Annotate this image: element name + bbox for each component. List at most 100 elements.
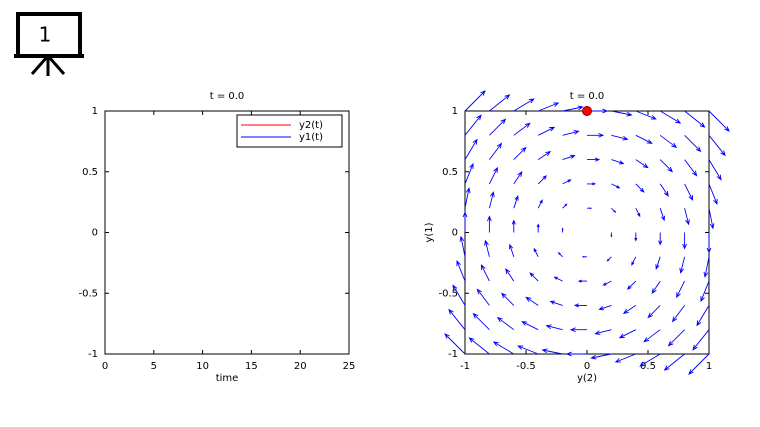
arrow (489, 118, 507, 136)
y-tick-label: -1 (88, 349, 98, 360)
arrow (587, 182, 597, 186)
arrow (509, 243, 515, 257)
arrow (618, 329, 637, 339)
arrow (488, 166, 498, 185)
arrow (684, 183, 694, 201)
y-tick-label: 0 (92, 228, 98, 239)
arrow (537, 199, 543, 209)
arrow (462, 211, 468, 233)
arrow (488, 191, 495, 209)
arrow (667, 329, 685, 347)
arrow (500, 292, 515, 306)
arrow (659, 134, 678, 148)
arrow (525, 296, 539, 306)
arrow (513, 122, 531, 136)
x-tick-label: 10 (196, 361, 209, 372)
y-tick-label: 0 (452, 228, 458, 239)
arrow (562, 154, 576, 161)
y-tick-label: -0.5 (438, 288, 458, 299)
board-leg (47, 56, 66, 75)
arrow (545, 324, 563, 331)
arrow (700, 280, 710, 303)
arrow (562, 130, 580, 136)
arrow (659, 183, 669, 197)
y-axis-label: y(1) (424, 222, 435, 242)
arrow (553, 276, 563, 282)
arrow (489, 94, 511, 112)
arrow (538, 102, 560, 112)
arrow (513, 170, 523, 185)
x-tick-label: 0.5 (640, 361, 656, 372)
arrow (635, 134, 653, 144)
arrow (587, 157, 601, 162)
y-tick-label: 0.5 (442, 167, 458, 178)
arrow (464, 114, 482, 136)
legend: y2(t)y1(t) (236, 114, 343, 148)
arrow (611, 159, 625, 165)
arrow (671, 305, 685, 323)
arrow (594, 329, 612, 335)
arrow (459, 235, 466, 257)
arrow (708, 110, 730, 132)
arrow (468, 337, 490, 355)
arrow (557, 251, 563, 258)
arrow (643, 329, 661, 343)
arrow (658, 232, 663, 246)
arrow (684, 159, 698, 177)
arrow (476, 288, 490, 306)
arrow (448, 308, 466, 330)
arrow (484, 239, 490, 257)
arrow (513, 146, 527, 160)
x-axis-label: time (216, 373, 239, 384)
legend-label: y1(t) (299, 132, 323, 143)
state-point (582, 106, 592, 116)
arrow (561, 227, 564, 233)
arrow (635, 207, 641, 218)
x-tick-label: 1 (706, 361, 712, 372)
x-tick-label: 20 (294, 361, 307, 372)
arrow (703, 256, 710, 278)
arrow (536, 223, 540, 233)
arrow (708, 208, 715, 230)
arrow (684, 134, 702, 153)
arrow (606, 256, 612, 262)
arrow (611, 183, 621, 189)
arrow (659, 110, 682, 124)
legend-box (236, 114, 343, 148)
arrow (565, 351, 587, 357)
y-tick-label: 0.5 (82, 167, 98, 178)
arrow (610, 232, 613, 238)
arrow (521, 321, 539, 331)
arrow (631, 256, 637, 266)
arrow (562, 203, 568, 209)
arrow (537, 150, 552, 160)
arrow (655, 256, 661, 270)
arrow (573, 303, 587, 308)
arrow (663, 353, 685, 371)
arrow (541, 348, 563, 355)
slide-number: 1 (39, 23, 52, 47)
x-axis-label: y(2) (577, 373, 597, 384)
arrow (634, 232, 638, 242)
arrow (511, 219, 516, 233)
arrow (692, 329, 710, 351)
x-tick-label: -1 (460, 361, 470, 372)
arrow (489, 142, 503, 160)
legend-label: y2(t) (299, 120, 323, 131)
arrow (639, 353, 661, 367)
arrow (464, 90, 486, 112)
arrow (611, 110, 633, 117)
arrow (562, 179, 572, 185)
arrow (684, 208, 690, 226)
arrow (517, 345, 539, 355)
arrow (708, 183, 718, 205)
arrow (676, 280, 686, 299)
plot: 0 5 10 15 20 25 -1 -0.5 0 0.5 1 t = 0.0 time y2(t)y1(… (78, 91, 355, 384)
arrow (581, 255, 587, 258)
plot-area (464, 110, 710, 355)
arrow (659, 159, 674, 173)
arrow (651, 280, 661, 295)
arrow (688, 353, 710, 375)
x-tick-label: 5 (151, 361, 157, 372)
arrow (679, 256, 686, 274)
